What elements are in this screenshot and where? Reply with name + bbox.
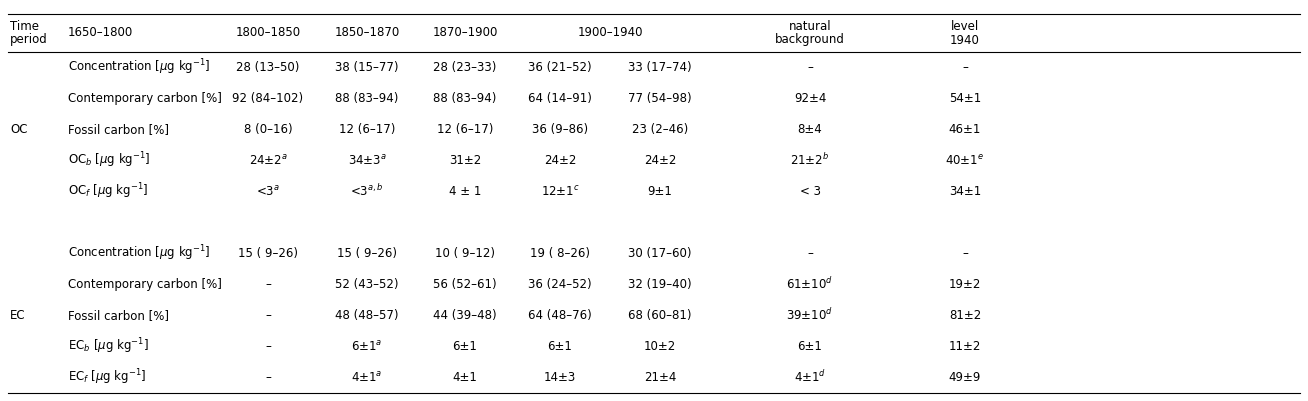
Text: 56 (52–61): 56 (52–61) (433, 278, 497, 291)
Text: 39±10$^{d}$: 39±10$^{d}$ (786, 308, 833, 324)
Text: Time: Time (10, 20, 39, 32)
Text: 6±1: 6±1 (453, 340, 477, 353)
Text: 1800–1850: 1800–1850 (235, 26, 301, 40)
Text: OC: OC (10, 123, 27, 136)
Text: 49±9: 49±9 (948, 371, 981, 384)
Text: 31±2: 31±2 (449, 154, 481, 167)
Text: 68 (60–81): 68 (60–81) (628, 309, 692, 322)
Text: 1850–1870: 1850–1870 (335, 26, 400, 40)
Text: 8 (0–16): 8 (0–16) (243, 123, 292, 136)
Text: period: period (10, 34, 48, 47)
Text: 24±2$^{a}$: 24±2$^{a}$ (249, 154, 288, 168)
Text: 6±1: 6±1 (798, 340, 823, 353)
Text: 21±2$^{b}$: 21±2$^{b}$ (790, 152, 829, 168)
Text: 10±2: 10±2 (644, 340, 676, 353)
Text: –: – (266, 340, 271, 353)
Text: 44 (39–48): 44 (39–48) (433, 309, 497, 322)
Text: Fossil carbon [%]: Fossil carbon [%] (68, 123, 169, 136)
Text: 28 (23–33): 28 (23–33) (433, 61, 497, 74)
Text: 6±1$^{a}$: 6±1$^{a}$ (352, 340, 383, 354)
Text: 23 (2–46): 23 (2–46) (632, 123, 688, 136)
Text: background: background (776, 34, 845, 47)
Text: 34±1: 34±1 (948, 185, 981, 198)
Text: Fossil carbon [%]: Fossil carbon [%] (68, 309, 169, 322)
Text: 8±4: 8±4 (798, 123, 823, 136)
Text: 52 (43–52): 52 (43–52) (335, 278, 399, 291)
Text: 4±1$^{d}$: 4±1$^{d}$ (794, 370, 827, 385)
Text: < 3: < 3 (799, 185, 820, 198)
Text: 81±2: 81±2 (948, 309, 981, 322)
Text: 54±1: 54±1 (948, 92, 981, 105)
Text: Concentration [$\mu$g kg$^{-1}$]: Concentration [$\mu$g kg$^{-1}$] (68, 244, 211, 263)
Text: 46±1: 46±1 (948, 123, 981, 136)
Text: –: – (266, 278, 271, 291)
Text: 4±1$^{a}$: 4±1$^{a}$ (352, 371, 383, 385)
Text: 64 (48–76): 64 (48–76) (528, 309, 593, 322)
Text: 64 (14–91): 64 (14–91) (528, 92, 593, 105)
Text: 36 (9–86): 36 (9–86) (532, 123, 589, 136)
Text: 88 (83–94): 88 (83–94) (335, 92, 399, 105)
Text: 30 (17–60): 30 (17–60) (628, 247, 692, 260)
Text: –: – (963, 247, 968, 260)
Text: 19 ( 8–26): 19 ( 8–26) (530, 247, 590, 260)
Text: 12 (6–17): 12 (6–17) (339, 123, 395, 136)
Text: 19±2: 19±2 (948, 278, 981, 291)
Text: Contemporary carbon [%]: Contemporary carbon [%] (68, 278, 222, 291)
Text: 21±4: 21±4 (644, 371, 676, 384)
Text: –: – (266, 371, 271, 384)
Text: Concentration [$\mu$g kg$^{-1}$]: Concentration [$\mu$g kg$^{-1}$] (68, 58, 211, 77)
Text: 40±1$^{e}$: 40±1$^{e}$ (946, 154, 985, 168)
Text: 88 (83–94): 88 (83–94) (433, 92, 497, 105)
Text: level: level (951, 20, 980, 32)
Text: EC: EC (10, 309, 26, 322)
Text: 48 (48–57): 48 (48–57) (335, 309, 399, 322)
Text: 1650–1800: 1650–1800 (68, 26, 133, 40)
Text: 24±2: 24±2 (544, 154, 577, 167)
Text: 28 (13–50): 28 (13–50) (237, 61, 300, 74)
Text: 11±2: 11±2 (948, 340, 981, 353)
Text: 36 (24–52): 36 (24–52) (528, 278, 591, 291)
Text: 38 (15–77): 38 (15–77) (335, 61, 399, 74)
Text: –: – (807, 61, 814, 74)
Text: 1900–1940: 1900–1940 (577, 26, 642, 40)
Text: 9±1: 9±1 (647, 185, 672, 198)
Text: Contemporary carbon [%]: Contemporary carbon [%] (68, 92, 222, 105)
Text: 92 (84–102): 92 (84–102) (233, 92, 303, 105)
Text: 12 (6–17): 12 (6–17) (437, 123, 493, 136)
Text: 1870–1900: 1870–1900 (433, 26, 497, 40)
Text: EC$_b$ [$\mu$g kg$^{-1}$]: EC$_b$ [$\mu$g kg$^{-1}$] (68, 337, 149, 356)
Text: OC$_b$ [$\mu$g kg$^{-1}$]: OC$_b$ [$\mu$g kg$^{-1}$] (68, 151, 150, 170)
Text: 10 ( 9–12): 10 ( 9–12) (436, 247, 494, 260)
Text: <3$^{a}$: <3$^{a}$ (256, 184, 280, 198)
Text: 4±1: 4±1 (453, 371, 477, 384)
Text: 24±2: 24±2 (644, 154, 676, 167)
Text: 1940: 1940 (950, 34, 980, 47)
Text: –: – (266, 309, 271, 322)
Text: 12±1$^{c}$: 12±1$^{c}$ (540, 184, 579, 198)
Text: OC$_f$ [$\mu$g kg$^{-1}$]: OC$_f$ [$\mu$g kg$^{-1}$] (68, 182, 148, 201)
Text: natural: natural (789, 20, 832, 32)
Text: 36 (21–52): 36 (21–52) (528, 61, 591, 74)
Text: 34±3$^{a}$: 34±3$^{a}$ (348, 154, 386, 168)
Text: 15 ( 9–26): 15 ( 9–26) (337, 247, 398, 260)
Text: 33 (17–74): 33 (17–74) (628, 61, 692, 74)
Text: 6±1: 6±1 (548, 340, 573, 353)
Text: 4 ± 1: 4 ± 1 (449, 185, 481, 198)
Text: 14±3: 14±3 (544, 371, 576, 384)
Text: EC$_f$ [$\mu$g kg$^{-1}$]: EC$_f$ [$\mu$g kg$^{-1}$] (68, 368, 146, 387)
Text: 77 (54–98): 77 (54–98) (628, 92, 692, 105)
Text: –: – (963, 61, 968, 74)
Text: <3$^{a,b}$: <3$^{a,b}$ (351, 184, 383, 199)
Text: 61±10$^{d}$: 61±10$^{d}$ (786, 277, 833, 292)
Text: 32 (19–40): 32 (19–40) (628, 278, 692, 291)
Text: 15 ( 9–26): 15 ( 9–26) (238, 247, 298, 260)
Text: 92±4: 92±4 (794, 92, 827, 105)
Text: –: – (807, 247, 814, 260)
